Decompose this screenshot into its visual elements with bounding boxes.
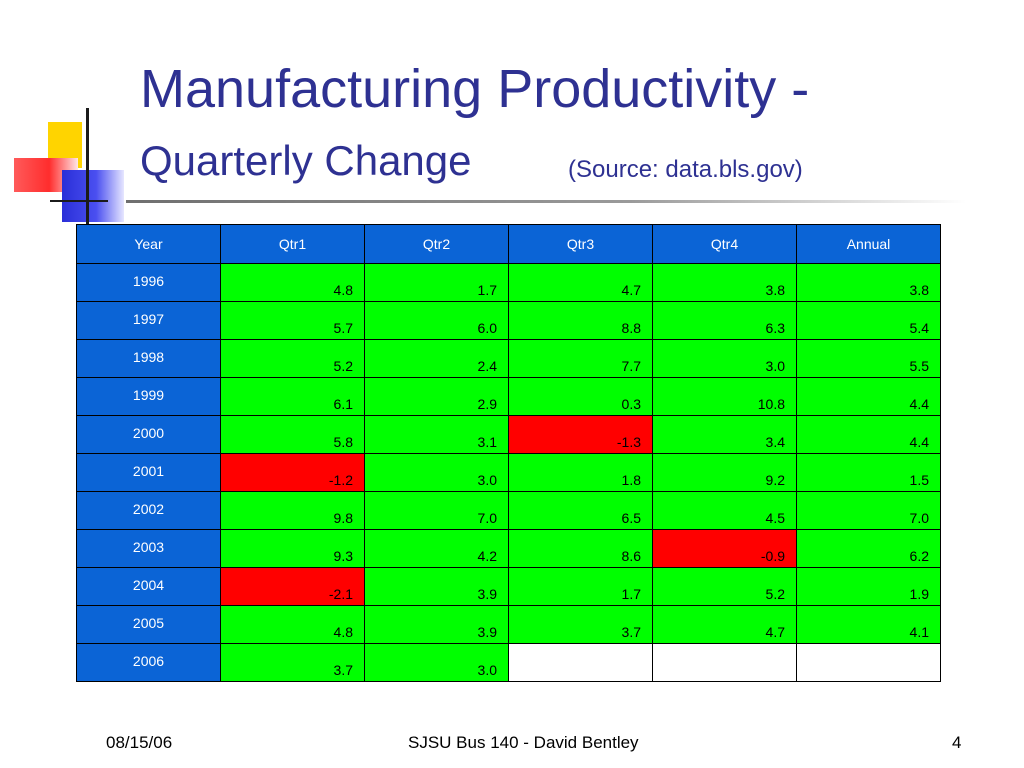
value-cell: 7.0 bbox=[796, 491, 941, 530]
value-cell: -1.3 bbox=[508, 415, 653, 454]
value-cell: 9.2 bbox=[652, 453, 797, 492]
table-row: 2000 5.8 3.1 -1.3 3.4 4.4 bbox=[76, 415, 941, 454]
value-cell: 5.2 bbox=[652, 567, 797, 606]
logo-vertical-line bbox=[86, 108, 89, 224]
value-cell: 4.7 bbox=[508, 263, 653, 302]
footer-course: SJSU Bus 140 - David Bentley bbox=[408, 733, 639, 752]
year-cell: 1999 bbox=[76, 377, 221, 416]
value-cell: 5.7 bbox=[220, 301, 365, 340]
value-cell: 2.9 bbox=[364, 377, 509, 416]
value-cell: -2.1 bbox=[220, 567, 365, 606]
value-cell: 4.2 bbox=[364, 529, 509, 568]
value-cell: 4.7 bbox=[652, 605, 797, 644]
value-cell: 3.0 bbox=[364, 643, 509, 682]
logo-blue-square bbox=[62, 170, 124, 222]
value-cell: 4.8 bbox=[220, 605, 365, 644]
table-row: 2005 4.8 3.9 3.7 4.7 4.1 bbox=[76, 605, 941, 644]
header-annual: Annual bbox=[796, 224, 941, 264]
value-cell: 3.7 bbox=[508, 605, 653, 644]
header-year: Year bbox=[76, 224, 221, 264]
header-qtr3: Qtr3 bbox=[508, 224, 653, 264]
year-cell: 1998 bbox=[76, 339, 221, 378]
value-cell: 7.0 bbox=[364, 491, 509, 530]
slide-subtitle: Quarterly Change bbox=[140, 137, 472, 184]
year-cell: 2002 bbox=[76, 491, 221, 530]
value-cell: 5.4 bbox=[796, 301, 941, 340]
year-cell: 2005 bbox=[76, 605, 221, 644]
year-cell: 2006 bbox=[76, 643, 221, 682]
logo-horizontal-line bbox=[50, 200, 108, 202]
title-underline-rule bbox=[126, 200, 966, 203]
value-cell: 6.2 bbox=[796, 529, 941, 568]
table-row: 1996 4.8 1.7 4.7 3.8 3.8 bbox=[76, 263, 941, 302]
header-qtr1: Qtr1 bbox=[220, 224, 365, 264]
footer-page-number: 4 bbox=[952, 733, 962, 752]
value-cell: 3.0 bbox=[652, 339, 797, 378]
value-cell: 3.9 bbox=[364, 605, 509, 644]
value-cell: 1.7 bbox=[364, 263, 509, 302]
header-qtr2: Qtr2 bbox=[364, 224, 509, 264]
value-cell bbox=[508, 643, 653, 682]
value-cell: 7.7 bbox=[508, 339, 653, 378]
year-cell: 2004 bbox=[76, 567, 221, 606]
value-cell: 3.8 bbox=[652, 263, 797, 302]
year-cell: 2003 bbox=[76, 529, 221, 568]
value-cell: 1.7 bbox=[508, 567, 653, 606]
value-cell: 1.5 bbox=[796, 453, 941, 492]
value-cell: 9.3 bbox=[220, 529, 365, 568]
value-cell: 3.7 bbox=[220, 643, 365, 682]
value-cell: 6.1 bbox=[220, 377, 365, 416]
value-cell: 3.0 bbox=[364, 453, 509, 492]
table-row: 1997 5.7 6.0 8.8 6.3 5.4 bbox=[76, 301, 941, 340]
value-cell: 5.8 bbox=[220, 415, 365, 454]
table-header-row: Year Qtr1 Qtr2 Qtr3 Qtr4 Annual bbox=[76, 224, 941, 264]
table-row: 2001 -1.2 3.0 1.8 9.2 1.5 bbox=[76, 453, 941, 492]
value-cell: -0.9 bbox=[652, 529, 797, 568]
value-cell: 5.5 bbox=[796, 339, 941, 378]
year-cell: 2001 bbox=[76, 453, 221, 492]
value-cell: 4.4 bbox=[796, 415, 941, 454]
value-cell: 1.9 bbox=[796, 567, 941, 606]
value-cell: 4.1 bbox=[796, 605, 941, 644]
productivity-table: Year Qtr1 Qtr2 Qtr3 Qtr4 Annual 1996 4.8 1… bbox=[76, 224, 941, 682]
table-row: 2002 9.8 7.0 6.5 4.5 7.0 bbox=[76, 491, 941, 530]
value-cell: 5.2 bbox=[220, 339, 365, 378]
value-cell: 8.8 bbox=[508, 301, 653, 340]
value-cell: 3.9 bbox=[364, 567, 509, 606]
value-cell: 6.5 bbox=[508, 491, 653, 530]
value-cell: 2.4 bbox=[364, 339, 509, 378]
value-cell: -1.2 bbox=[220, 453, 365, 492]
footer-date: 08/15/06 bbox=[106, 733, 173, 752]
year-cell: 2000 bbox=[76, 415, 221, 454]
value-cell: 3.1 bbox=[364, 415, 509, 454]
value-cell bbox=[652, 643, 797, 682]
value-cell: 8.6 bbox=[508, 529, 653, 568]
table-row: 1999 6.1 2.9 0.3 10.8 4.4 bbox=[76, 377, 941, 416]
value-cell: 4.5 bbox=[652, 491, 797, 530]
value-cell: 6.3 bbox=[652, 301, 797, 340]
header-qtr4: Qtr4 bbox=[652, 224, 797, 264]
value-cell bbox=[796, 643, 941, 682]
value-cell: 3.8 bbox=[796, 263, 941, 302]
table-row: 2004 -2.1 3.9 1.7 5.2 1.9 bbox=[76, 567, 941, 606]
value-cell: 10.8 bbox=[652, 377, 797, 416]
value-cell: 6.0 bbox=[364, 301, 509, 340]
year-cell: 1997 bbox=[76, 301, 221, 340]
table-row: 2003 9.3 4.2 8.6 -0.9 6.2 bbox=[76, 529, 941, 568]
value-cell: 1.8 bbox=[508, 453, 653, 492]
value-cell: 0.3 bbox=[508, 377, 653, 416]
year-cell: 1996 bbox=[76, 263, 221, 302]
value-cell: 3.4 bbox=[652, 415, 797, 454]
source-note: (Source: data.bls.gov) bbox=[568, 156, 803, 183]
value-cell: 4.4 bbox=[796, 377, 941, 416]
slide-title: Manufacturing Productivity - bbox=[140, 59, 810, 119]
value-cell: 4.8 bbox=[220, 263, 365, 302]
table-row: 2006 3.7 3.0 bbox=[76, 643, 941, 682]
table-row: 1998 5.2 2.4 7.7 3.0 5.5 bbox=[76, 339, 941, 378]
value-cell: 9.8 bbox=[220, 491, 365, 530]
